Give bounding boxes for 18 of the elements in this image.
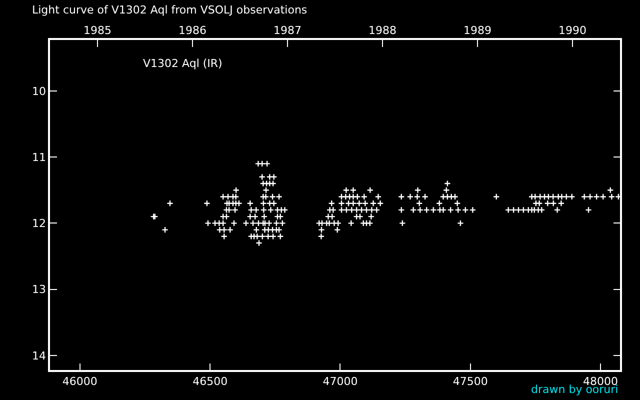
y-tick-label: 12 <box>32 217 46 230</box>
x2-tick-label: 1986 <box>178 24 206 37</box>
annotation: V1302 Aql (IR) <box>143 57 222 70</box>
y-tick-label: 14 <box>32 349 46 362</box>
text: drawn by ooruri <box>531 383 618 396</box>
chart-title: Light curve of V1302 Aql from VSOLJ observations <box>32 4 308 17</box>
x2-tick-label: 1987 <box>274 24 302 37</box>
x2-tick-label: 1990 <box>558 24 586 37</box>
x2-tick-label: 1988 <box>368 24 396 37</box>
x-tick-label: 47500 <box>452 374 488 388</box>
x2-tick-label: 1989 <box>464 24 492 37</box>
y-tick-label: 13 <box>32 283 46 296</box>
x-tick-label: 46000 <box>62 374 98 388</box>
x-tick-label: 47000 <box>322 374 358 388</box>
x2-tick-label: 1985 <box>84 24 112 37</box>
x-tick-label: 46500 <box>192 374 228 388</box>
y-tick-label: 11 <box>32 150 46 164</box>
y-tick-label: 10 <box>32 84 46 98</box>
